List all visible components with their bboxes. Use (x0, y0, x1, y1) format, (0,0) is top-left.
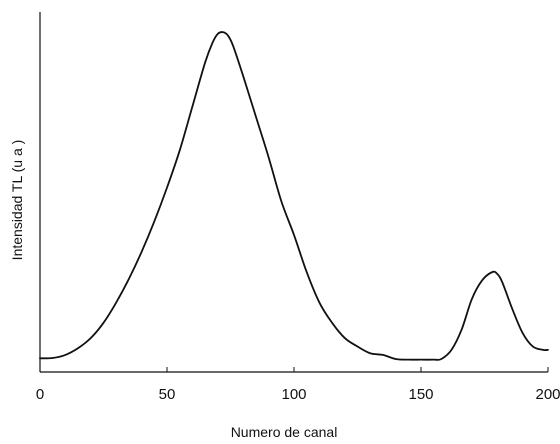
x-axis-title: Numero de canal (231, 424, 338, 440)
x-tick-label-0: 0 (36, 386, 44, 403)
x-axis-ticks (39, 367, 549, 372)
y-axis-title: Intensidad TL (u a ) (9, 140, 25, 261)
x-tick-label-150: 150 (408, 386, 433, 403)
x-tick-label-50: 50 (159, 386, 176, 403)
x-tick-label-200: 200 (535, 386, 560, 403)
x-axis-tick-labels: 0 50 100 150 200 (36, 386, 560, 403)
plot-frame (39, 12, 548, 373)
series-line (39, 31, 549, 361)
x-tick-label-100: 100 (281, 386, 306, 403)
